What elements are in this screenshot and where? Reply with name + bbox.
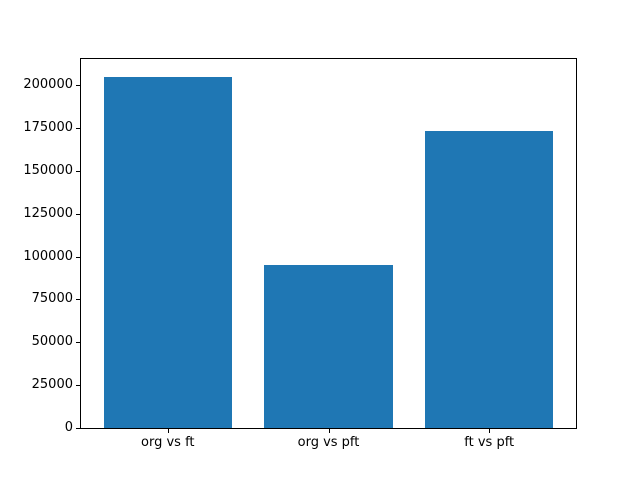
y-tick-mark xyxy=(76,170,80,172)
x-tick-mark xyxy=(167,429,169,433)
x-tick-mark xyxy=(489,429,491,433)
y-tick-label: 0 xyxy=(64,420,73,435)
y-tick-mark xyxy=(76,342,80,344)
y-tick-mark xyxy=(76,256,80,258)
y-tick-label: 50000 xyxy=(31,334,73,350)
y-tick-label: 200000 xyxy=(23,77,73,93)
y-tick-mark xyxy=(76,128,80,129)
y-tick-mark xyxy=(76,385,80,387)
y-tick-label: 100000 xyxy=(23,248,73,264)
y-tick-label: 25000 xyxy=(31,377,73,393)
y-tick-mark xyxy=(76,428,80,429)
bar-ft-vs-pft xyxy=(424,130,554,428)
plot-area: 0 25000 50000 75000 100000 125000 150000 175000… xyxy=(23,58,577,450)
y-tick-label: 150000 xyxy=(23,162,73,178)
y-tick-mark xyxy=(76,299,80,301)
x-tick-label: org vs ft xyxy=(141,435,195,450)
x-tick-mark xyxy=(328,429,330,433)
x-tick-label: org vs pft xyxy=(297,435,360,450)
y-tick-label: 175000 xyxy=(23,120,73,135)
y-tick-mark xyxy=(76,213,80,215)
y-tick-mark xyxy=(76,85,80,87)
x-tick-label: ft vs pft xyxy=(464,435,515,450)
bar-org-vs-ft xyxy=(103,76,233,428)
y-tick-label: 75000 xyxy=(31,291,73,307)
bar-org-vs-pft xyxy=(264,265,393,428)
y-tick-label: 125000 xyxy=(23,205,73,221)
